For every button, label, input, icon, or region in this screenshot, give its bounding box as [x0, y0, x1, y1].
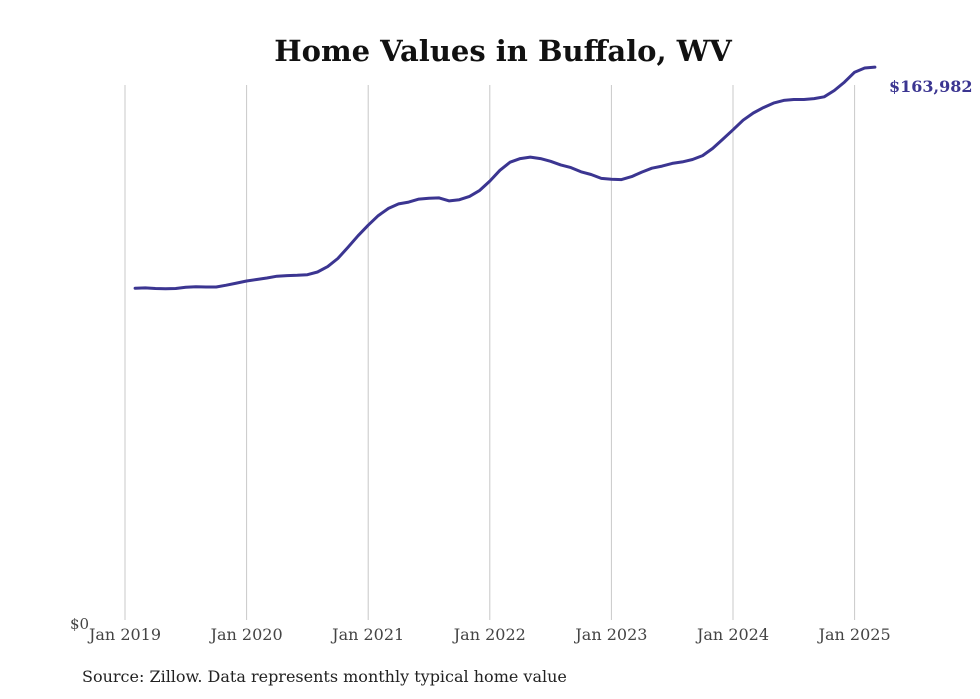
series-line — [133, 65, 877, 291]
x-axis: Jan 2019 Jan 2020 Jan 2021 Jan 2022 Jan 2023… — [87, 625, 891, 644]
x-tick-label: Jan 2019 — [87, 625, 161, 644]
x-tick-label: Jan 2024 — [695, 625, 769, 644]
source-note: Source: Zillow. Data represents monthly … — [82, 667, 567, 686]
x-tick-label: Jan 2022 — [452, 625, 526, 644]
x-tick-label: Jan 2023 — [573, 625, 647, 644]
x-tick-label: Jan 2020 — [209, 625, 283, 644]
grid-lines — [124, 85, 856, 620]
end-value-label: $163,982 — [889, 77, 973, 96]
x-tick-label: Jan 2025 — [817, 625, 891, 644]
x-tick-label: Jan 2021 — [330, 625, 404, 644]
y-tick-label: $0 — [70, 615, 89, 633]
chart-title: Home Values in Buffalo, WV — [274, 34, 732, 68]
